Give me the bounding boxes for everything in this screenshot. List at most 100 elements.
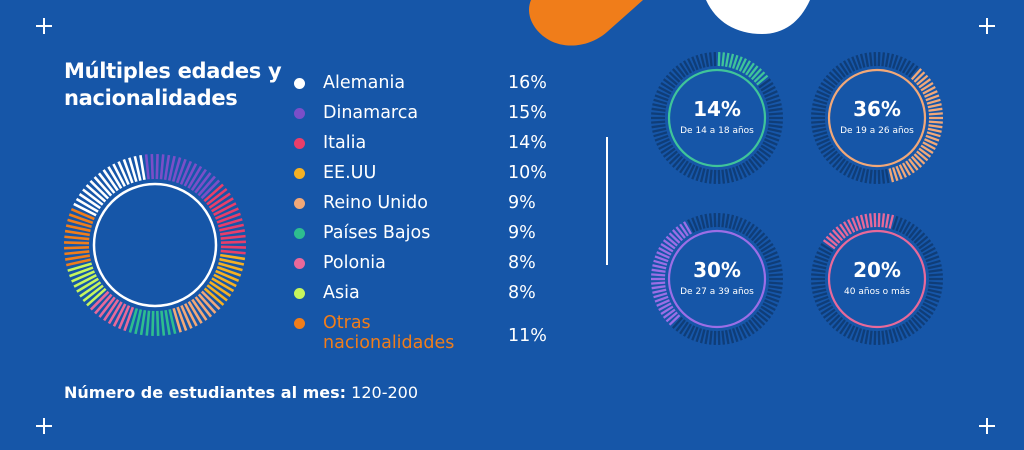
legend-label: EE.UU xyxy=(323,163,377,183)
legend-value: 10% xyxy=(508,163,547,183)
ring-tick-empty xyxy=(760,305,774,315)
ring-tick-filled xyxy=(839,223,849,237)
ring-tick-empty xyxy=(760,144,774,154)
ring-tick-empty xyxy=(765,134,780,142)
ring-tick-empty xyxy=(695,215,703,230)
ring-tick-empty xyxy=(653,98,668,105)
ring-tick-empty xyxy=(768,124,783,129)
ring-tick-empty xyxy=(816,251,830,259)
ring-tick-empty xyxy=(812,288,827,294)
ring-tick-empty xyxy=(671,68,684,81)
age-percentage: 20% xyxy=(853,258,901,282)
ring-tick-empty xyxy=(651,107,666,112)
ring-tick-filled xyxy=(662,308,676,319)
ring-tick-empty xyxy=(748,319,759,332)
ring-tick-filled xyxy=(927,127,942,133)
legend-value: 14% xyxy=(508,133,547,153)
ring-tick-empty xyxy=(891,54,899,69)
ring-tick-empty xyxy=(654,134,669,142)
nationalities-ring-chart xyxy=(64,154,246,336)
ring-tick-empty xyxy=(764,138,778,146)
ring-tick-empty xyxy=(708,330,713,345)
legend-label: Dinamarca xyxy=(323,103,419,123)
ring-tick-empty xyxy=(839,62,849,76)
slice-asia xyxy=(67,262,107,307)
ring-outline xyxy=(667,229,767,329)
legend-dot-icon xyxy=(294,258,305,269)
ring-tick-empty xyxy=(855,167,863,182)
ring-tick-empty xyxy=(928,281,943,285)
legend-dot-icon xyxy=(294,108,305,119)
ring-tick-filled xyxy=(908,158,919,171)
ring-tick-filled xyxy=(653,292,668,299)
ring-tick-filled xyxy=(895,165,903,180)
ring-tick-empty xyxy=(767,103,782,109)
ring-tick-empty xyxy=(660,144,674,154)
ring-tick-empty xyxy=(679,321,689,335)
ring-tick-empty xyxy=(721,169,726,184)
ring-tick-filled xyxy=(918,78,932,89)
ring-tick-filled xyxy=(855,215,863,230)
ring-tick-empty xyxy=(925,295,940,303)
ring-tick-empty xyxy=(924,251,938,259)
inner-ring-outline xyxy=(92,182,218,308)
ring-tick-empty xyxy=(683,323,692,337)
legend-item: Italia 14% xyxy=(292,130,562,160)
ring-tick-empty xyxy=(695,54,703,69)
ring-tick-empty xyxy=(762,85,776,95)
ring-tick-filled xyxy=(881,213,886,228)
ring-tick-empty xyxy=(768,273,783,277)
slice-alemania xyxy=(73,154,146,217)
slice-pa-ses-bajos xyxy=(128,308,177,336)
ring-tick-empty xyxy=(758,308,772,319)
plus-decoration-icon xyxy=(979,418,995,434)
age-ring-14-18: 14% De 14 a 18 años xyxy=(650,51,784,185)
ring-tick-filled xyxy=(920,144,934,154)
ring-tick-empty xyxy=(738,325,747,339)
ring-tick-empty xyxy=(721,330,726,345)
ring-tick-empty xyxy=(926,259,941,266)
ring-tick-empty xyxy=(708,52,713,67)
ring-tick-empty xyxy=(814,94,829,102)
ring-tick-filled xyxy=(652,288,667,294)
ring-outline xyxy=(827,229,927,329)
ring-tick-empty xyxy=(748,226,759,239)
ring-tick-empty xyxy=(816,138,830,146)
ring-tick-empty xyxy=(868,330,873,345)
plus-decoration-icon xyxy=(979,18,995,34)
ring-tick-empty xyxy=(847,164,856,178)
ring-tick-empty xyxy=(868,52,873,67)
ring-tick-empty xyxy=(745,160,755,174)
ring-tick-filled xyxy=(928,124,943,129)
ring-tick-empty xyxy=(687,164,696,178)
ring-tick-empty xyxy=(818,85,832,95)
ring-tick-empty xyxy=(818,302,832,312)
ring-tick-filled xyxy=(831,229,844,242)
ring-tick-empty xyxy=(928,273,943,277)
ring-tick-empty xyxy=(762,246,776,256)
ring-tick-filled xyxy=(658,302,672,312)
ring-tick-filled xyxy=(920,82,934,92)
ring-tick-filled xyxy=(756,74,769,86)
slice-ee-uu xyxy=(203,253,246,306)
ring-tick-empty xyxy=(910,229,923,242)
ring-tick-empty xyxy=(927,264,942,270)
ring-tick-empty xyxy=(812,127,827,133)
ring-tick-empty xyxy=(766,98,781,105)
ring-tick-empty xyxy=(767,264,782,270)
ring-tick-empty xyxy=(813,292,828,299)
ring-tick-empty xyxy=(811,273,826,277)
age-ring-chart xyxy=(651,51,783,185)
ring-tick-empty xyxy=(884,52,890,67)
ring-tick-empty xyxy=(922,302,936,312)
ring-tick-empty xyxy=(768,285,783,290)
ring-tick-empty xyxy=(675,319,686,332)
ring-tick-empty xyxy=(768,107,783,112)
age-ring-chart xyxy=(811,51,943,185)
ring-tick-empty xyxy=(811,107,826,112)
ring-tick-filled xyxy=(654,295,669,303)
ring-tick-empty xyxy=(851,165,859,180)
ring-tick-empty xyxy=(654,94,669,102)
ring-tick-empty xyxy=(855,328,863,343)
ring-tick-empty xyxy=(843,323,852,337)
